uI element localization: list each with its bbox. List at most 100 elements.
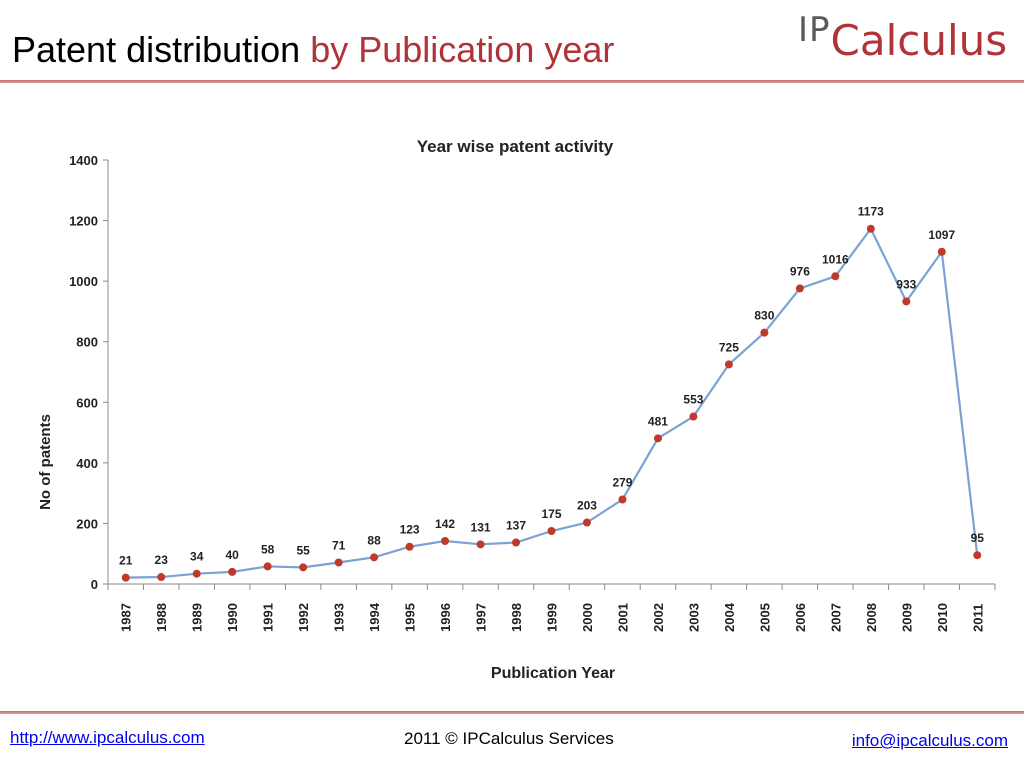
data-label: 23: [155, 553, 169, 567]
data-label: 55: [296, 543, 310, 557]
y-axis-label: No of patents: [37, 414, 54, 510]
data-point: [370, 553, 379, 562]
data-label: 71: [332, 538, 346, 552]
data-label: 131: [471, 520, 491, 534]
y-tick-label: 800: [76, 335, 98, 350]
copyright-text: 2011 © IPCalculus Services: [404, 729, 614, 748]
logo-ip-text: IP: [798, 10, 831, 50]
data-point: [831, 272, 840, 281]
data-point: [653, 434, 662, 443]
data-label: 481: [648, 414, 668, 428]
email-link[interactable]: info@ipcalculus.com: [851, 731, 1008, 750]
ipcalculus-logo: IPCalculus: [798, 10, 1007, 65]
data-point: [724, 360, 733, 369]
data-point: [973, 551, 982, 560]
data-label: 40: [226, 548, 240, 562]
data-point: [760, 328, 769, 337]
y-tick-label: 200: [76, 516, 98, 531]
x-tick-label: 2002: [651, 603, 666, 632]
y-tick-labels: 0 200 400 600 800 1000 1200 1400: [69, 153, 108, 592]
x-tick-label: 1992: [296, 603, 311, 632]
x-tick-label: 1998: [509, 603, 524, 632]
data-label: 95: [971, 531, 985, 545]
x-tick-label: 2007: [828, 603, 843, 632]
data-label: 830: [754, 309, 774, 323]
x-tick-label: 2006: [793, 603, 808, 632]
data-point: [228, 567, 237, 576]
data-label: 137: [506, 519, 526, 533]
y-tick-label: 1200: [69, 214, 98, 229]
data-point: [937, 247, 946, 256]
x-tick-label: 1987: [119, 603, 134, 632]
x-tick-label: 1988: [154, 603, 169, 632]
y-tick-label: 1000: [69, 274, 98, 289]
data-point: [121, 573, 130, 582]
x-tick-label: 2004: [722, 602, 737, 632]
data-label: 976: [790, 264, 810, 278]
x-tick-label: 2008: [864, 603, 879, 632]
data-label: 933: [896, 277, 916, 291]
chart-axes: [107, 160, 995, 585]
chart-title: Year wise patent activity: [417, 137, 614, 156]
logo-calculus-text: Calculus: [830, 16, 1008, 65]
data-point: [902, 297, 911, 306]
y-tick-label: 1400: [69, 153, 98, 168]
data-label: 58: [261, 542, 275, 556]
data-label: 34: [190, 550, 204, 564]
data-point: [618, 495, 627, 504]
y-tick-label: 0: [91, 577, 98, 592]
data-point: [299, 563, 308, 572]
data-label: 1097: [928, 228, 955, 242]
data-label: 142: [435, 517, 455, 531]
data-point: [795, 284, 804, 293]
x-tick-label: 1991: [261, 603, 276, 632]
x-tick-label: 1996: [438, 603, 453, 632]
slide-title-accent: by Publication year: [310, 29, 615, 70]
data-label: 1173: [858, 205, 884, 219]
x-tick-label: 1999: [545, 603, 560, 632]
footer-divider: [0, 711, 1024, 714]
title-divider: [0, 80, 1024, 83]
data-point: [405, 542, 414, 551]
data-point: [157, 573, 166, 582]
data-points: [121, 224, 982, 582]
x-axis-label: Publication Year: [491, 665, 615, 682]
x-tick-label: 2001: [615, 603, 630, 632]
x-tick-label: 2009: [899, 603, 914, 632]
data-point: [441, 536, 450, 545]
data-point: [512, 538, 521, 547]
x-tick-label: 1993: [332, 603, 347, 632]
x-tick-label: 2000: [580, 603, 595, 632]
x-tick-label: 2010: [935, 603, 950, 632]
x-tick-label: 2005: [757, 603, 772, 632]
website-link[interactable]: http://www.ipcalculus.com: [10, 728, 205, 747]
data-label: 21: [119, 554, 133, 568]
slide-title-main: Patent distribution: [12, 29, 301, 70]
data-point: [476, 540, 485, 549]
data-point: [192, 569, 201, 578]
x-tick-label: 1990: [225, 603, 240, 632]
data-point: [547, 527, 556, 535]
data-label: 553: [683, 393, 703, 407]
data-point: [334, 558, 343, 567]
data-label: 175: [541, 507, 561, 521]
data-label: 203: [577, 499, 597, 513]
data-point: [689, 412, 698, 421]
data-point: [263, 562, 272, 571]
x-tick-label: 2011: [970, 604, 985, 632]
data-labels: 21 23 34 40 58 55 71 88 123 142 131 137 175 203 279 481…: [119, 205, 984, 568]
data-label: 279: [612, 476, 632, 490]
x-tick-label: 1994: [367, 602, 382, 632]
data-label: 88: [367, 533, 381, 547]
series-line: [125, 226, 979, 579]
y-tick-label: 600: [76, 395, 98, 410]
data-label: 1016: [822, 252, 849, 266]
data-label: 123: [400, 523, 420, 537]
x-tick-label: 1989: [190, 603, 205, 632]
slide-title: Patent distribution by Publication year: [12, 28, 614, 72]
x-tick-labels: 1987 1988 1989 1990 1991 1992 1993 1994 1995 1996…: [107, 584, 996, 632]
x-tick-label: 2003: [686, 603, 701, 632]
data-label: 725: [719, 340, 739, 354]
data-point: [866, 224, 875, 233]
